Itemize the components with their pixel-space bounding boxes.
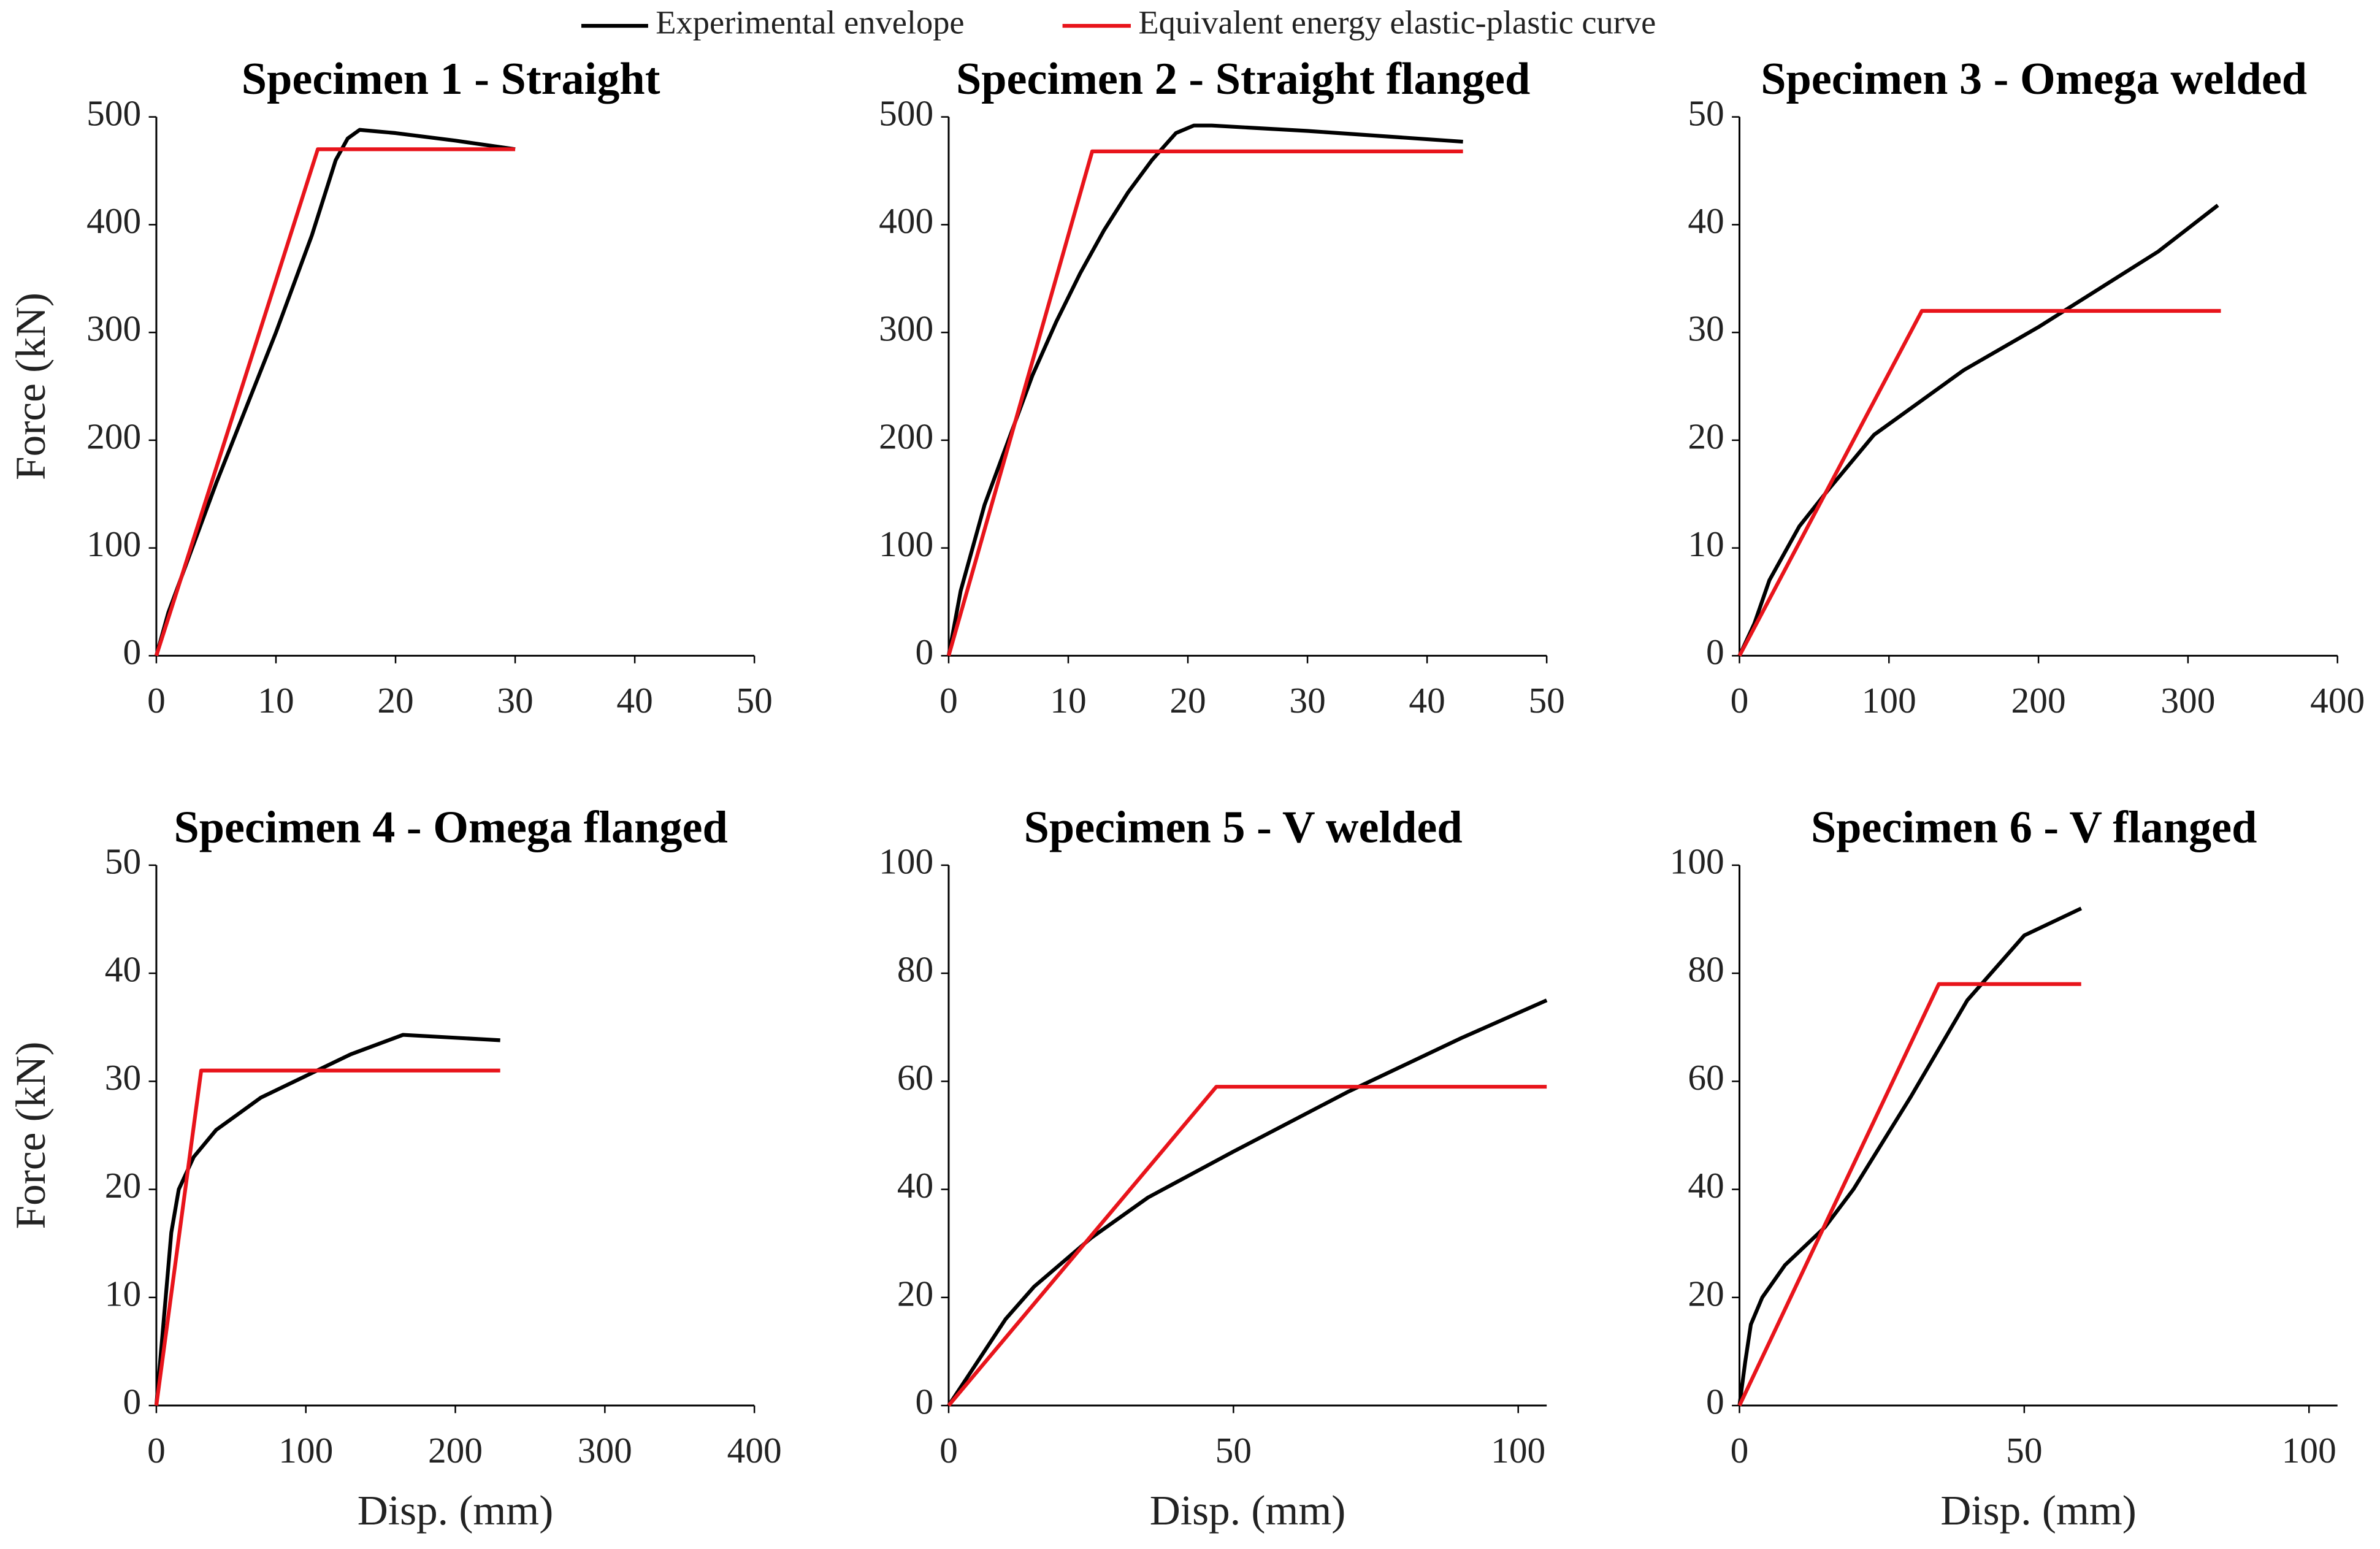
y-tick-label: 0 [916, 632, 934, 672]
chart-title: Specimen 5 - V welded [1024, 802, 1463, 852]
legend-label: Equivalent energy elastic-plastic curve [1138, 4, 1656, 41]
y-tick-label: 500 [879, 93, 933, 133]
chart-title: Specimen 3 - Omega welded [1761, 54, 2307, 104]
y-tick-label: 20 [105, 1165, 141, 1206]
y-tick-label: 10 [1688, 524, 1724, 564]
y-tick-label: 0 [123, 632, 141, 672]
x-axis-label: Disp. (mm) [1940, 1486, 2137, 1534]
x-tick-label: 400 [727, 1430, 782, 1471]
x-tick-label: 400 [2310, 680, 2365, 721]
y-tick-label: 80 [1688, 949, 1724, 990]
chart-title: Specimen 4 - Omega flanged [174, 802, 727, 852]
y-tick-label: 20 [897, 1273, 933, 1314]
x-tick-label: 0 [939, 1430, 958, 1471]
series-line [154, 147, 516, 657]
series-line [947, 998, 1548, 1407]
x-tick-label: 300 [2160, 680, 2215, 721]
x-tick-label: 10 [258, 680, 294, 721]
y-tick-label: 0 [916, 1382, 934, 1422]
x-tick-label: 30 [1289, 680, 1325, 721]
x-tick-label: 0 [1731, 680, 1749, 721]
y-tick-label: 40 [105, 949, 141, 990]
series-line [1737, 308, 2221, 657]
y-tick-label: 0 [1706, 1382, 1724, 1422]
y-tick-label: 40 [1688, 1165, 1724, 1206]
y-tick-label: 30 [105, 1057, 141, 1098]
series-line [1737, 204, 2219, 657]
x-tick-label: 20 [377, 680, 413, 721]
x-tick-label: 50 [1215, 1430, 1252, 1471]
x-tick-label: 50 [1528, 680, 1564, 721]
y-tick-label: 500 [86, 93, 141, 133]
x-tick-label: 0 [939, 680, 958, 721]
y-tick-label: 80 [897, 949, 933, 990]
y-tick-label: 60 [1688, 1057, 1724, 1098]
y-tick-label: 100 [879, 524, 933, 564]
series-line [947, 1085, 1547, 1407]
x-tick-label: 0 [147, 680, 166, 721]
y-tick-label: 100 [86, 524, 141, 564]
series-line [154, 128, 516, 657]
y-axis-label: Force (kN) [7, 293, 54, 480]
x-tick-label: 40 [616, 680, 652, 721]
chart-title: Specimen 2 - Straight flanged [956, 54, 1530, 104]
x-tick-label: 200 [2011, 680, 2066, 721]
x-tick-label: 100 [278, 1430, 333, 1471]
y-tick-label: 0 [1706, 632, 1724, 672]
x-tick-label: 30 [497, 680, 533, 721]
y-tick-label: 10 [105, 1273, 141, 1314]
y-tick-label: 300 [86, 308, 141, 349]
y-tick-label: 0 [123, 1382, 141, 1422]
y-tick-label: 100 [1670, 841, 1724, 882]
series-line [946, 123, 1463, 656]
x-tick-label: 100 [1491, 1430, 1545, 1471]
y-tick-label: 200 [879, 416, 933, 456]
y-tick-label: 200 [86, 416, 141, 456]
y-tick-label: 30 [1688, 308, 1724, 349]
y-tick-label: 20 [1688, 416, 1724, 456]
x-axis-label: Disp. (mm) [1150, 1486, 1346, 1534]
series-line [1737, 982, 2081, 1407]
legend-label: Experimental envelope [656, 4, 964, 41]
y-tick-label: 20 [1688, 1273, 1724, 1314]
y-tick-label: 40 [897, 1165, 933, 1206]
y-tick-label: 50 [1688, 93, 1724, 133]
chart-title: Specimen 1 - Straight [242, 54, 660, 104]
x-tick-label: 100 [1862, 680, 1916, 721]
series-line [946, 149, 1463, 657]
y-tick-label: 50 [105, 841, 141, 882]
x-axis-label: Disp. (mm) [358, 1486, 554, 1534]
x-tick-label: 50 [2006, 1430, 2042, 1471]
x-tick-label: 300 [578, 1430, 632, 1471]
x-tick-label: 0 [147, 1430, 166, 1471]
series-line [154, 1033, 500, 1406]
x-tick-label: 50 [736, 680, 772, 721]
y-tick-label: 60 [897, 1057, 933, 1098]
x-tick-label: 200 [428, 1430, 483, 1471]
x-tick-label: 100 [2282, 1430, 2336, 1471]
y-tick-label: 40 [1688, 201, 1724, 241]
y-tick-label: 300 [879, 308, 933, 349]
x-tick-label: 20 [1169, 680, 1206, 721]
chart-title: Specimen 6 - V flanged [1811, 802, 2257, 852]
x-tick-label: 40 [1409, 680, 1445, 721]
y-tick-label: 400 [86, 201, 141, 241]
y-axis-label: Force (kN) [7, 1041, 54, 1229]
x-tick-label: 10 [1050, 680, 1086, 721]
y-tick-label: 100 [879, 841, 933, 882]
x-tick-label: 0 [1731, 1430, 1749, 1471]
series-line [154, 1068, 500, 1406]
y-tick-label: 400 [879, 201, 933, 241]
